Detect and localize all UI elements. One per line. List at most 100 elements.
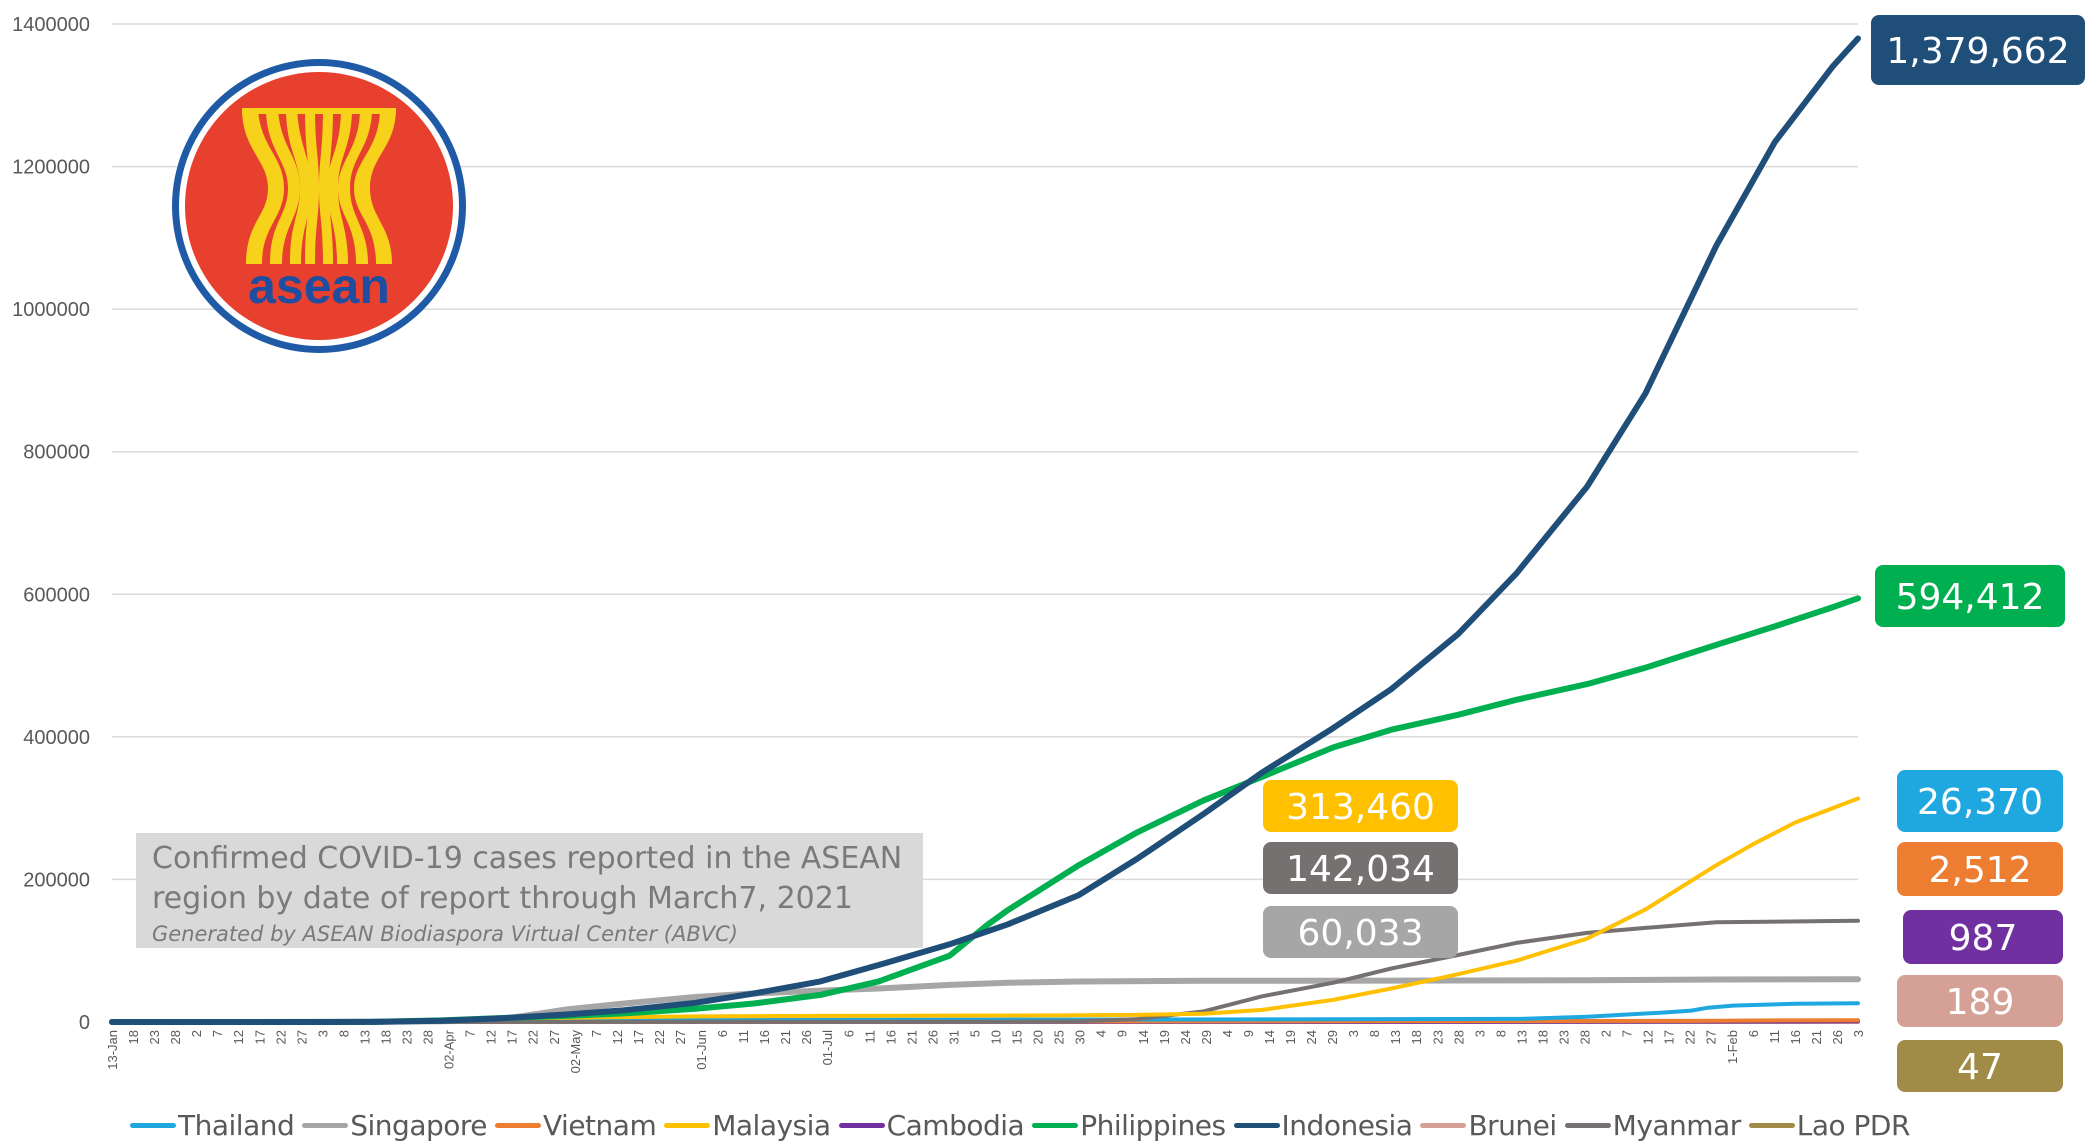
x-tick-label: 26 <box>799 1030 814 1044</box>
x-tick-label: 13 <box>1388 1030 1403 1044</box>
x-tick-label: 11 <box>862 1030 877 1044</box>
legend-item-singapore: Singapore <box>302 1108 495 1142</box>
x-tick-label: 13-Jan <box>105 1030 120 1070</box>
x-tick-label: 02-Apr <box>442 1029 457 1069</box>
legend-swatch <box>1032 1122 1079 1128</box>
x-tick-label: 4 <box>1094 1030 1109 1037</box>
legend-item-cambodia: Cambodia <box>838 1108 1033 1142</box>
series-line-myanmar <box>110 918 1860 1024</box>
x-tick-label: 01-Jun <box>694 1030 709 1070</box>
legend: Thailand Singapore Vietnam Malaysia Cambodia… <box>130 1108 1918 1142</box>
x-tick-label: 5 <box>967 1030 982 1037</box>
x-tick-label: 17 <box>631 1030 646 1044</box>
x-tick-label: 18 <box>1535 1030 1550 1044</box>
x-tick-label: 14 <box>1136 1030 1151 1044</box>
x-tick-label: 9 <box>1115 1030 1130 1037</box>
x-tick-label: 24 <box>1304 1030 1319 1044</box>
legend-item-indonesia: Indonesia <box>1233 1108 1421 1142</box>
x-tick-label: 16 <box>883 1030 898 1044</box>
x-tick-label: 22 <box>273 1030 288 1044</box>
callout-value-brunei: 189 <box>1946 982 2015 1023</box>
rice-stalks-icon <box>242 108 396 264</box>
x-tick-label: 10 <box>989 1030 1004 1044</box>
chart-credit: Generated by ASEAN Biodiaspora Virtual C… <box>152 922 738 946</box>
callout-value-indonesia: 1,379,662 <box>1886 31 2069 72</box>
x-tick-label: 12 <box>484 1030 499 1044</box>
x-tick-label: 23 <box>400 1030 415 1044</box>
x-tick-label: 22 <box>526 1030 541 1044</box>
x-tick-label: 23 <box>1556 1030 1571 1044</box>
legend-label: Lao PDR <box>1796 1108 1911 1142</box>
callout-value-myanmar: 142,034 <box>1286 849 1435 890</box>
x-tick-label: 18 <box>126 1030 141 1044</box>
y-axis: 0 200000 400000 600000 800000 1000000 1200000 1… <box>12 14 90 1034</box>
legend-item-malaysia: Malaysia <box>664 1108 838 1142</box>
x-tick-label: 19 <box>1283 1030 1298 1044</box>
legend-label: Thailand <box>178 1108 295 1142</box>
x-tick-label: 21 <box>1809 1030 1824 1044</box>
x-tick-label: 20 <box>1031 1030 1046 1044</box>
x-tick-label: 28 <box>168 1030 183 1044</box>
legend-item-lao-pdr: Lao PDR <box>1748 1108 1918 1142</box>
legend-swatch <box>1748 1122 1795 1128</box>
chart-title-line-2: region by date of report through March7,… <box>152 881 853 916</box>
legend-label: Myanmar <box>1612 1108 1742 1142</box>
x-tick-label: 7 <box>589 1030 604 1037</box>
x-tick-label: 17 <box>1662 1030 1677 1044</box>
legend-label: Vietnam <box>543 1108 657 1142</box>
x-tick-label: 8 <box>336 1030 351 1037</box>
y-tick-label: 200000 <box>23 869 90 891</box>
series-line-indonesia <box>109 35 1861 1025</box>
x-tick-label: 16 <box>1788 1030 1803 1044</box>
y-tick-label: 1200000 <box>12 157 90 179</box>
callout-box-malaysia <box>1263 780 1458 832</box>
x-tick-label: 7 <box>210 1030 225 1037</box>
x-tick-label: 26 <box>1830 1030 1845 1044</box>
x-tick-label: 6 <box>1746 1030 1761 1037</box>
callout-box-philippines <box>1875 565 2065 627</box>
x-tick-label: 29 <box>1325 1030 1340 1044</box>
x-tick-label: 25 <box>1052 1030 1067 1044</box>
x-tick-label: 22 <box>652 1030 667 1044</box>
legend-item-myanmar: Myanmar <box>1564 1108 1749 1142</box>
callout-value-lao-pdr: 47 <box>1957 1047 2003 1088</box>
x-tick-label: 16 <box>757 1030 772 1044</box>
callout-value-thailand: 26,370 <box>1917 782 2043 823</box>
legend-swatch <box>495 1122 542 1128</box>
x-tick-label: 12 <box>1641 1030 1656 1044</box>
callout-box-lao-pdr <box>1897 1040 2063 1092</box>
legend-item-thailand: Thailand <box>130 1108 302 1142</box>
x-tick-label: 17 <box>505 1030 520 1044</box>
x-tick-label: 01-Jul <box>820 1030 835 1066</box>
x-tick-label: 1-Feb <box>1725 1030 1740 1064</box>
legend-swatch <box>664 1122 711 1128</box>
x-tick-label: 18 <box>378 1030 393 1044</box>
y-tick-label: 400000 <box>23 727 90 749</box>
x-tick-label: 27 <box>673 1030 688 1044</box>
x-tick-label: 26 <box>925 1030 940 1044</box>
callout-box-cambodia <box>1903 910 2063 964</box>
x-tick-label: 12 <box>610 1030 625 1044</box>
legend-swatch <box>130 1122 176 1128</box>
x-tick-label: 14 <box>1262 1030 1277 1044</box>
x-tick-label: 2 <box>1599 1030 1614 1037</box>
callout-box-brunei <box>1897 975 2063 1027</box>
x-tick-label: 11 <box>1767 1030 1782 1044</box>
callout-box-thailand <box>1897 770 2063 832</box>
chart-title-line-1: Confirmed COVID-19 cases reported in the… <box>152 841 903 876</box>
x-tick-label: 23 <box>147 1030 162 1044</box>
x-tick-label: 7 <box>1620 1030 1635 1037</box>
x-tick-label: 13 <box>357 1030 372 1044</box>
callout-value-singapore: 60,033 <box>1298 913 1424 954</box>
legend-item-philippines: Philippines <box>1032 1108 1233 1142</box>
callout-value-philippines: 594,412 <box>1896 577 2045 618</box>
callout-box-myanmar <box>1263 842 1458 894</box>
y-tick-label: 0 <box>79 1012 90 1034</box>
callout-box-singapore <box>1263 906 1458 958</box>
x-tick-label: 3 <box>1851 1030 1866 1037</box>
legend-label: Cambodia <box>886 1108 1025 1142</box>
legend-swatch <box>838 1122 885 1128</box>
y-tick-label: 800000 <box>23 442 90 464</box>
callout-value-cambodia: 987 <box>1949 918 2018 959</box>
callout-box-indonesia <box>1871 15 2085 85</box>
